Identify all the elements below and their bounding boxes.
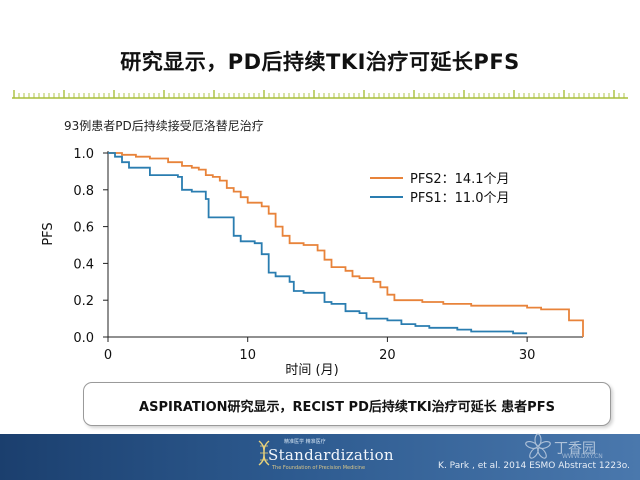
- series-layer: [108, 152, 584, 337]
- pfs1-curve: [108, 152, 528, 335]
- watermark-url: WWW.DXY.CN: [562, 453, 603, 460]
- legend-pfs2-label: PFS2：14.1个月: [410, 172, 510, 187]
- caption-text: ASPIRATION研究显示，RECIST PD后持续TKI治疗可延长 患者PF…: [139, 400, 555, 415]
- y-tick-label: 0.6: [73, 221, 94, 236]
- y-axis-label: PFS: [41, 222, 56, 245]
- x-tick-label: 30: [519, 348, 536, 363]
- dna-helix-icon: [258, 440, 270, 466]
- chart-subtitle: 93例患者PD后持续接受厄洛替尼治疗: [64, 118, 264, 133]
- watermark-text: 丁香园: [554, 441, 596, 457]
- pfs2-curve: [108, 152, 584, 337]
- caption-box: ASPIRATION研究显示，RECIST PD后持续TKI治疗可延长 患者PF…: [83, 382, 611, 426]
- x-axis-label: 时间 (月): [285, 363, 338, 378]
- x-tick-label: 0: [104, 348, 112, 363]
- logo-wordmark: Standardization: [268, 446, 394, 464]
- logo-subtext: The Foundation of Precision Medicine: [272, 465, 366, 471]
- footer-bar: [0, 434, 640, 480]
- flower-icon: [525, 433, 551, 459]
- y-tick-label: 1.0: [73, 147, 94, 162]
- logo-small-text: 精准医学 精准医疗: [284, 439, 326, 445]
- ruler-divider: [12, 90, 628, 99]
- slide-title: 研究显示，PD后持续TKI治疗可延长PFS: [120, 50, 520, 74]
- x-tick-label: 20: [379, 348, 396, 363]
- y-tick-label: 0.4: [73, 257, 94, 272]
- survival-chart: 93例患者PD后持续接受厄洛替尼治疗 0.0 0.2 0.4 0.6 0.8 1.0 0 10…: [41, 118, 584, 378]
- y-tick-label: 0.2: [73, 294, 94, 309]
- y-tick-label: 0.8: [73, 184, 94, 199]
- chart-legend: PFS2：14.1个月 PFS1：11.0个月: [370, 172, 510, 206]
- x-tick-label: 10: [239, 348, 256, 363]
- y-tick-label: 0.0: [73, 331, 94, 346]
- chart-axes: 0.0 0.2 0.4 0.6 0.8 1.0 0 10 20 30: [73, 147, 583, 363]
- reference-citation: K. Park , et al. 2014 ESMO Abstract 1223…: [438, 461, 630, 471]
- legend-pfs1-label: PFS1：11.0个月: [410, 191, 510, 206]
